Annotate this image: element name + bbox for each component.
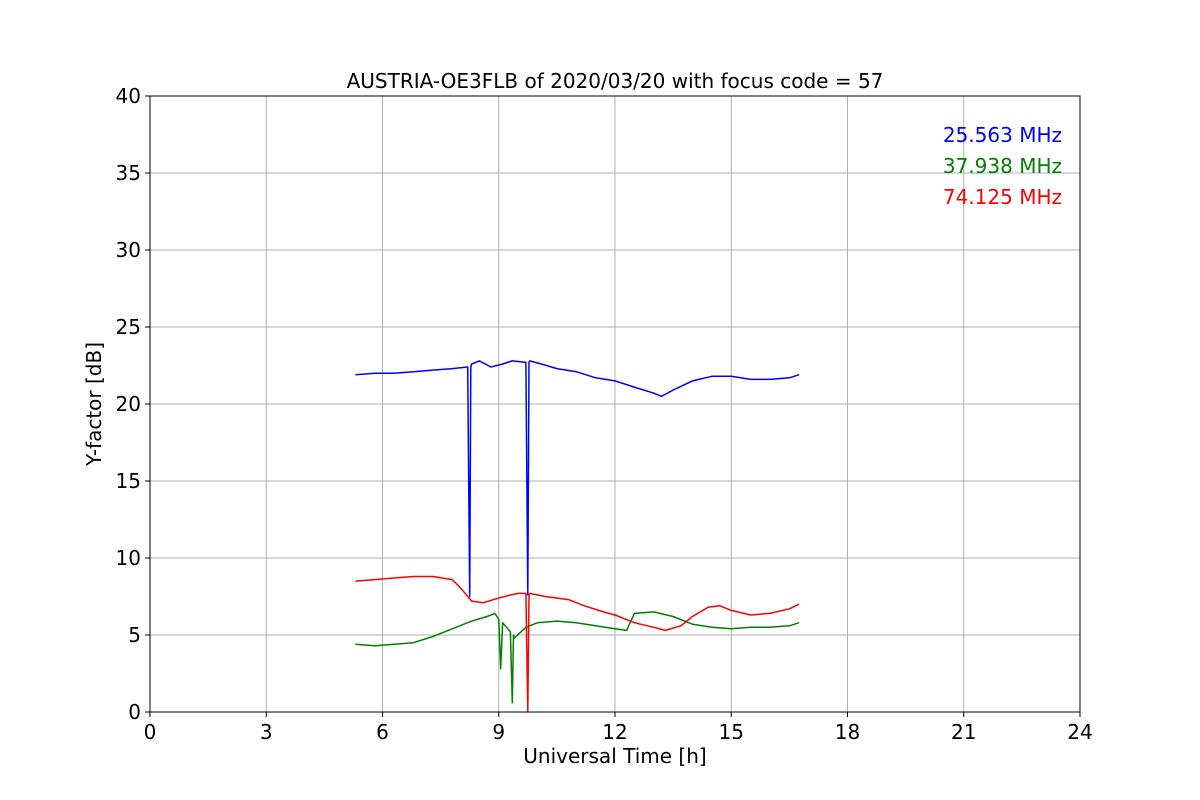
axis-ticks: 0 3 6 9 12 15 18 21 24 0 5 10 15 20 25 30 35 40 <box>116 84 1093 744</box>
y-tick-label: 25 <box>116 315 141 339</box>
x-tick-label: 9 <box>492 720 505 744</box>
legend-entry: 37.938 MHz <box>943 154 1062 178</box>
y-tick-label: 35 <box>116 161 141 185</box>
x-tick-label: 3 <box>260 720 273 744</box>
y-tick-label: 10 <box>116 546 141 570</box>
series-line-2 <box>355 575 800 713</box>
x-tick-label: 6 <box>376 720 389 744</box>
x-axis-label: Universal Time [h] <box>523 744 706 768</box>
legend: 25.563 MHz 37.938 MHz 74.125 MHz <box>943 123 1062 209</box>
x-tick-label: 18 <box>835 720 860 744</box>
y-tick-label: 0 <box>128 700 141 724</box>
legend-entry: 25.563 MHz <box>943 123 1062 147</box>
y-tick-label: 15 <box>116 469 141 493</box>
series-line-0 <box>355 360 800 598</box>
y-tick-label: 40 <box>116 84 141 108</box>
grid <box>149 95 1081 713</box>
x-tick-label: 0 <box>144 720 157 744</box>
plot-series <box>355 360 800 713</box>
x-tick-label: 12 <box>602 720 627 744</box>
chart-title: AUSTRIA-OE3FLB of 2020/03/20 with focus … <box>347 69 884 93</box>
y-tick-label: 20 <box>116 392 141 416</box>
x-tick-label: 24 <box>1067 720 1092 744</box>
legend-entry: 74.125 MHz <box>943 185 1062 209</box>
x-tick-label: 21 <box>951 720 976 744</box>
y-axis-label: Y-factor [dB] <box>82 342 106 467</box>
series-line-1 <box>355 611 800 704</box>
y-tick-label: 5 <box>128 623 141 647</box>
x-tick-label: 15 <box>719 720 744 744</box>
y-tick-label: 30 <box>116 238 141 262</box>
